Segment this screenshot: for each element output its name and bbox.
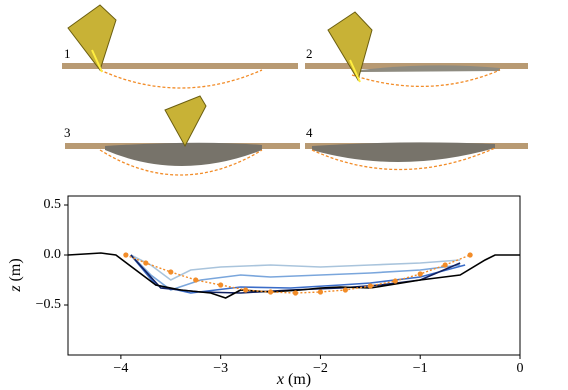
y-axis-label: z (m) [7, 258, 24, 292]
bucket [164, 95, 207, 148]
point [218, 282, 224, 288]
plot-frame [67, 195, 521, 356]
panel-number: 1 [64, 46, 71, 61]
point [292, 290, 299, 296]
x-tick-label: −2 [313, 361, 328, 376]
panel-number: 2 [306, 46, 313, 61]
point [168, 269, 174, 275]
x-tick-label: −1 [413, 361, 428, 376]
point [342, 287, 348, 293]
x-label-symbol: x [276, 371, 284, 388]
point [467, 252, 473, 258]
point [267, 289, 274, 295]
y-label-symbol: z [7, 285, 24, 293]
bucket-edge [349, 59, 361, 83]
soil [360, 65, 500, 72]
x-tick-label: −4 [113, 361, 128, 376]
point [442, 262, 448, 268]
bucket [327, 11, 373, 82]
target-profile [351, 69, 501, 88]
x-tick-label: 0 [517, 361, 524, 376]
panel-number: 4 [306, 125, 313, 140]
y-tick-label: 0.0 [44, 247, 62, 262]
target-profile [311, 147, 496, 171]
series-line [125, 254, 471, 294]
ground [62, 63, 298, 69]
bucket-edge [91, 49, 103, 73]
x-axis-label: x (m) [276, 371, 311, 388]
panel-number: 3 [64, 125, 71, 140]
point [193, 277, 199, 283]
y-tick-label: 0.5 [44, 197, 62, 212]
soil [312, 142, 495, 163]
x-tick-label: −3 [213, 361, 228, 376]
point [392, 278, 398, 284]
bucket [67, 4, 117, 72]
point [317, 289, 324, 295]
series-line [130, 254, 461, 281]
point [123, 252, 129, 258]
y-label-unit: (m) [7, 258, 24, 281]
point [243, 287, 249, 293]
soil [105, 142, 262, 166]
target-profile [99, 149, 263, 176]
series-line [67, 252, 520, 299]
target-profile [99, 69, 263, 89]
point [417, 271, 423, 277]
point [367, 283, 373, 289]
point [143, 260, 149, 266]
x-label-unit: (m) [288, 371, 311, 388]
y-tick-label: −0.5 [36, 297, 61, 312]
series-line [130, 254, 461, 291]
